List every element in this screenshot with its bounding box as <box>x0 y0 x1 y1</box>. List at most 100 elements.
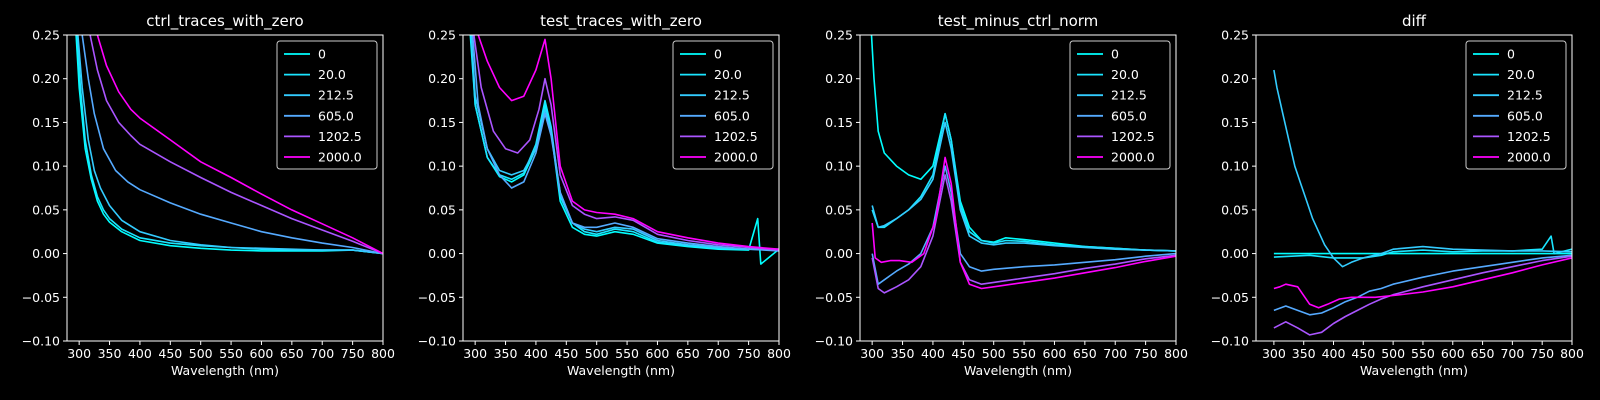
series-line-2 <box>871 121 1176 252</box>
series-line-3 <box>471 35 779 252</box>
axes-frame <box>66 34 384 342</box>
legend-label: 2000.0 <box>318 150 362 165</box>
series-line-5 <box>1273 257 1572 309</box>
y-tick-label: 0.00 <box>825 246 853 261</box>
y-tick-label: 0.00 <box>32 246 60 261</box>
y-tick-label: 0.20 <box>1221 71 1249 86</box>
y-tick-label: 0.10 <box>32 159 60 174</box>
chart-panel-2: test_minus_ctrl_norm 300 350 400 450 500 550 60… <box>815 12 1188 378</box>
series-group <box>870 35 1176 294</box>
x-tick-label: 650 <box>1073 346 1097 361</box>
x-tick-label: 600 <box>1441 346 1465 361</box>
x-tick-label: 500 <box>189 346 213 361</box>
y-tick-label: 0.00 <box>1221 246 1249 261</box>
legend-label: 0 <box>1507 47 1515 62</box>
x-tick-label: 350 <box>1292 346 1316 361</box>
x-tick-label: 450 <box>1351 346 1375 361</box>
y-tick-label: −0.10 <box>815 334 853 349</box>
series-line-5 <box>96 35 383 255</box>
x-tick-label: 500 <box>1381 346 1405 361</box>
y-tick-label: 0.05 <box>32 202 60 217</box>
y-tick-label: 0.25 <box>825 28 853 43</box>
legend-label: 605.0 <box>1111 108 1147 123</box>
x-tick-label: 700 <box>310 346 334 361</box>
chart-title: ctrl_traces_with_zero <box>146 12 303 31</box>
series-line-0 <box>469 35 779 265</box>
chart-title: test_traces_with_zero <box>540 12 702 31</box>
legend-label: 605.0 <box>1507 108 1543 123</box>
x-tick-label: 650 <box>280 346 304 361</box>
y-tick-label: 0.25 <box>428 28 456 43</box>
x-tick-label: 600 <box>646 346 670 361</box>
y-tick-label: −0.05 <box>1211 290 1249 305</box>
chart-panel-3: diff 300 350 400 450 500 550 600 650 700 750 800 −0.… <box>1211 12 1584 378</box>
legend-label: 0 <box>714 47 722 62</box>
x-tick-label: 750 <box>1134 346 1158 361</box>
x-tick-label: 700 <box>1500 346 1524 361</box>
legend-label: 212.5 <box>714 88 750 103</box>
legend-label: 0 <box>1111 47 1119 62</box>
legend-label: 0 <box>318 47 326 62</box>
x-tick-label: 500 <box>982 346 1006 361</box>
x-tick-label: 350 <box>98 346 122 361</box>
x-tick-label: 600 <box>250 346 274 361</box>
legend: 0 20.0 212.5 605.0 1202.5 2000.0 <box>1465 40 1567 170</box>
x-tick-label: 800 <box>767 346 791 361</box>
y-tick-label: 0.20 <box>825 71 853 86</box>
y-tick-label: 0.20 <box>32 71 60 86</box>
x-tick-label: 550 <box>1012 346 1036 361</box>
x-tick-label: 450 <box>554 346 578 361</box>
x-tick-label: 800 <box>1164 346 1188 361</box>
y-tick-label: 0.25 <box>1221 28 1249 43</box>
y-tick-label: 0.20 <box>428 71 456 86</box>
x-tick-label: 300 <box>860 346 884 361</box>
y-tick-label: −0.10 <box>1211 334 1249 349</box>
x-tick-label: 800 <box>1560 346 1584 361</box>
series-line-2 <box>77 35 383 255</box>
y-tick-label: 0.25 <box>32 28 60 43</box>
series-line-4 <box>473 35 779 251</box>
chart-title: test_minus_ctrl_norm <box>938 12 1099 31</box>
y-tick-label: −0.05 <box>22 290 60 305</box>
axes-frame <box>1255 34 1573 342</box>
x-tick-label: 600 <box>1043 346 1067 361</box>
x-tick-label: 400 <box>524 346 548 361</box>
x-tick-label: 400 <box>128 346 152 361</box>
legend-label: 212.5 <box>318 88 354 103</box>
y-tick-label: 0.05 <box>1221 202 1249 217</box>
series-line-3 <box>1273 254 1572 316</box>
chart-panel-0: ctrl_traces_with_zero 300 350 400 450 500 550 6… <box>22 12 395 378</box>
series-line-5 <box>871 156 1176 290</box>
x-tick-label: 650 <box>1471 346 1495 361</box>
legend-label: 212.5 <box>1507 88 1543 103</box>
legend-label: 2000.0 <box>714 150 758 165</box>
legend-label: 20.0 <box>1111 67 1139 82</box>
x-tick-label: 350 <box>891 346 915 361</box>
x-tick-label: 550 <box>1411 346 1435 361</box>
legend-label: 2000.0 <box>1111 150 1155 165</box>
x-tick-label: 300 <box>1262 346 1286 361</box>
series-line-4 <box>1273 255 1572 336</box>
legend: 0 20.0 212.5 605.0 1202.5 2000.0 <box>276 40 378 170</box>
legend-label: 1202.5 <box>318 129 362 144</box>
x-axis-label: Wavelength (nm) <box>567 363 675 378</box>
y-tick-label: 0.15 <box>1221 115 1249 130</box>
legend-label: 20.0 <box>1507 67 1535 82</box>
x-tick-label: 550 <box>219 346 243 361</box>
y-tick-label: −0.10 <box>418 334 456 349</box>
y-tick-label: 0.10 <box>428 159 456 174</box>
series-group <box>469 35 779 265</box>
y-tick-label: 0.05 <box>428 202 456 217</box>
x-tick-label: 800 <box>371 346 395 361</box>
legend: 0 20.0 212.5 605.0 1202.5 2000.0 <box>672 40 774 170</box>
series-line-3 <box>871 165 1176 285</box>
y-tick-label: −0.10 <box>22 334 60 349</box>
y-tick-label: −0.05 <box>418 290 456 305</box>
x-axis-label: Wavelength (nm) <box>964 363 1072 378</box>
x-tick-label: 700 <box>1103 346 1127 361</box>
series-line-1 <box>1273 235 1572 259</box>
y-tick-label: 0.10 <box>825 159 853 174</box>
x-tick-label: 650 <box>676 346 700 361</box>
x-tick-label: 750 <box>737 346 761 361</box>
